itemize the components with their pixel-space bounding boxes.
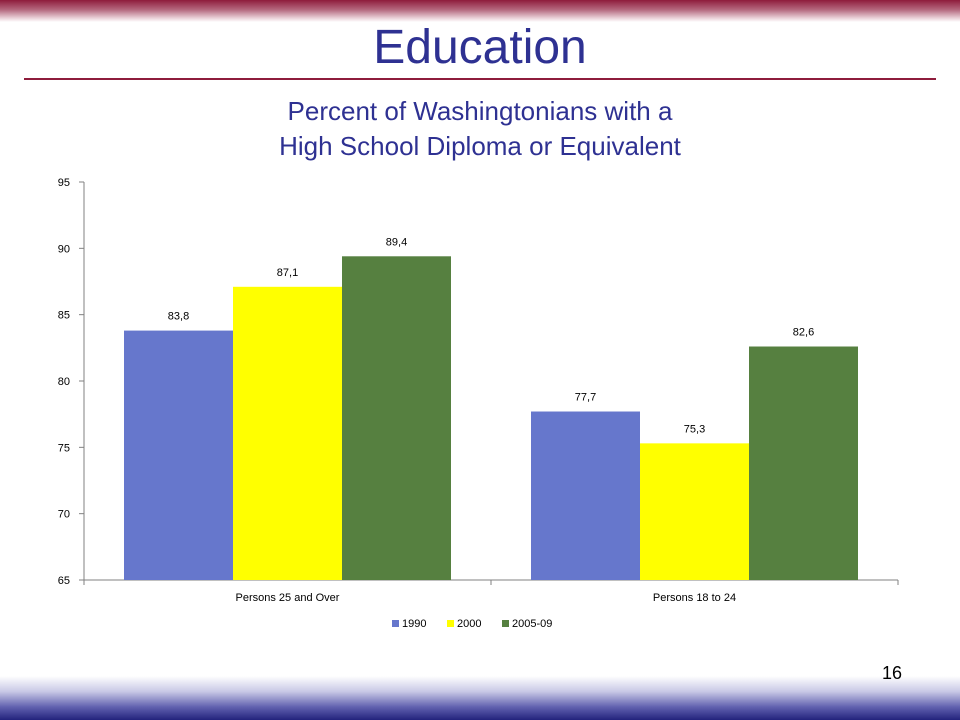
y-tick-label: 70 [58,509,70,521]
title-divider [24,78,936,80]
bar [342,256,451,580]
y-tick-label: 90 [58,243,70,255]
bar [749,346,858,580]
chart-title: Percent of Washingtonians with a High Sc… [0,94,960,164]
bar [233,286,342,580]
legend-swatch [502,620,509,627]
legend-swatch [392,620,399,627]
y-tick-label: 65 [58,575,70,587]
page-number: 16 [881,663,902,683]
bar-data-label: 82,6 [793,327,814,339]
bar-data-label: 83,8 [168,311,189,323]
bar [124,330,233,580]
slide-title: Education [373,21,587,74]
bar [640,443,749,580]
chart-legend: 1990 2000 2005-09 [392,618,552,630]
x-category-label: Persons 25 and Over [236,592,340,604]
legend-label: 2005-09 [512,618,552,630]
bottom-decorative-band [0,676,960,720]
y-tick-label: 85 [58,310,70,322]
legend-label: 1990 [402,618,426,630]
bar-data-label: 87,1 [277,267,298,279]
chart-title-line-1: Percent of Washingtonians with a [287,96,673,126]
legend-swatch [447,620,454,627]
bar [531,411,640,580]
bar-data-label: 77,7 [575,392,596,404]
bar-data-label: 89,4 [386,236,407,248]
x-category-label: Persons 18 to 24 [653,592,736,604]
bar-data-label: 75,3 [684,423,705,435]
chart-bars: 83,8 87,1 89,4 77,7 75,3 82,6 [124,236,858,580]
y-tick-label: 80 [58,376,70,388]
legend-label: 2000 [457,618,481,630]
chart-title-line-2: High School Diploma or Equivalent [279,131,681,161]
y-tick-label: 95 [58,177,70,189]
y-tick-label: 75 [58,442,70,454]
top-decorative-band [0,0,960,22]
